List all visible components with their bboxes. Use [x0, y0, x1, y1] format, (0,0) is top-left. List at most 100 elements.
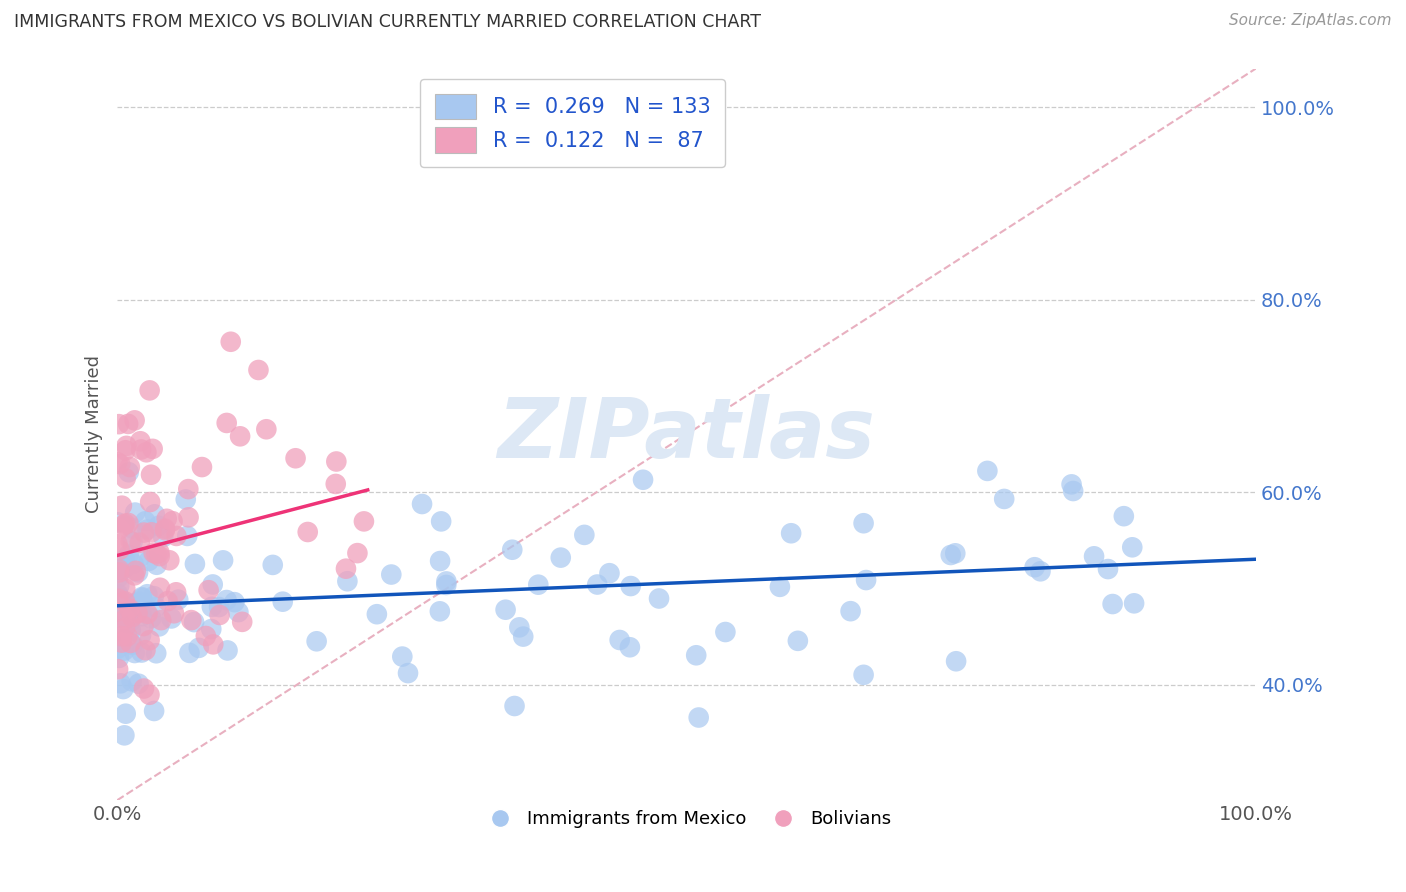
- Point: [191, 460, 214, 475]
- Point: [107, 604, 129, 618]
- Point: [1097, 562, 1119, 576]
- Point: [145, 558, 167, 572]
- Point: [366, 607, 388, 622]
- Point: [145, 600, 167, 615]
- Text: ZIPatlas: ZIPatlas: [498, 394, 876, 475]
- Point: [108, 651, 131, 665]
- Point: [120, 636, 142, 650]
- Point: [127, 566, 149, 580]
- Point: [202, 637, 225, 651]
- Point: [943, 546, 966, 560]
- Point: [112, 643, 135, 657]
- Point: [117, 629, 139, 643]
- Point: [631, 473, 654, 487]
- Point: [212, 553, 235, 567]
- Point: [107, 591, 129, 606]
- Point: [115, 439, 138, 453]
- Point: [503, 698, 526, 713]
- Point: [108, 591, 131, 605]
- Point: [993, 491, 1015, 506]
- Point: [574, 528, 596, 542]
- Point: [122, 557, 145, 571]
- Point: [107, 537, 129, 551]
- Point: [217, 643, 239, 657]
- Point: [118, 601, 141, 615]
- Point: [1062, 483, 1084, 498]
- Point: [112, 595, 135, 609]
- Point: [114, 443, 136, 458]
- Point: [141, 611, 163, 625]
- Point: [176, 529, 198, 543]
- Point: [121, 522, 143, 536]
- Point: [939, 548, 962, 562]
- Point: [145, 547, 167, 561]
- Text: Source: ZipAtlas.com: Source: ZipAtlas.com: [1229, 13, 1392, 29]
- Point: [124, 506, 146, 520]
- Point: [135, 445, 157, 459]
- Point: [180, 613, 202, 627]
- Point: [112, 614, 135, 628]
- Point: [108, 523, 131, 537]
- Point: [620, 579, 643, 593]
- Point: [114, 621, 136, 635]
- Point: [114, 582, 136, 596]
- Point: [114, 471, 136, 485]
- Point: [131, 591, 153, 606]
- Point: [346, 546, 368, 560]
- Point: [163, 607, 186, 621]
- Point: [124, 413, 146, 427]
- Point: [215, 593, 238, 607]
- Point: [231, 615, 253, 629]
- Point: [162, 514, 184, 528]
- Point: [108, 579, 131, 593]
- Point: [129, 605, 152, 619]
- Point: [129, 628, 152, 642]
- Point: [194, 629, 217, 643]
- Point: [208, 600, 231, 615]
- Point: [111, 635, 134, 649]
- Point: [157, 553, 180, 567]
- Point: [111, 499, 134, 513]
- Point: [120, 623, 142, 637]
- Point: [121, 534, 143, 549]
- Point: [769, 580, 792, 594]
- Point: [128, 535, 150, 549]
- Point: [284, 451, 307, 466]
- Legend: Immigrants from Mexico, Bolivians: Immigrants from Mexico, Bolivians: [475, 803, 898, 835]
- Point: [609, 632, 631, 647]
- Point: [105, 608, 128, 623]
- Point: [208, 607, 231, 622]
- Point: [107, 662, 129, 676]
- Point: [165, 585, 187, 599]
- Point: [111, 632, 134, 647]
- Point: [619, 640, 641, 655]
- Point: [153, 523, 176, 537]
- Point: [160, 611, 183, 625]
- Point: [128, 595, 150, 609]
- Point: [411, 497, 433, 511]
- Point: [142, 442, 165, 456]
- Point: [434, 574, 457, 589]
- Point: [434, 578, 457, 592]
- Point: [114, 516, 136, 531]
- Point: [139, 467, 162, 482]
- Point: [152, 530, 174, 544]
- Point: [134, 514, 156, 528]
- Point: [508, 620, 530, 634]
- Point: [430, 515, 453, 529]
- Point: [108, 566, 131, 580]
- Point: [125, 564, 148, 578]
- Point: [335, 562, 357, 576]
- Point: [429, 604, 451, 618]
- Point: [183, 615, 205, 629]
- Point: [228, 605, 250, 619]
- Point: [107, 571, 129, 585]
- Point: [145, 646, 167, 660]
- Point: [110, 629, 132, 643]
- Point: [136, 587, 159, 601]
- Point: [1083, 549, 1105, 564]
- Point: [229, 429, 252, 443]
- Point: [380, 567, 402, 582]
- Point: [108, 417, 131, 432]
- Point: [114, 552, 136, 566]
